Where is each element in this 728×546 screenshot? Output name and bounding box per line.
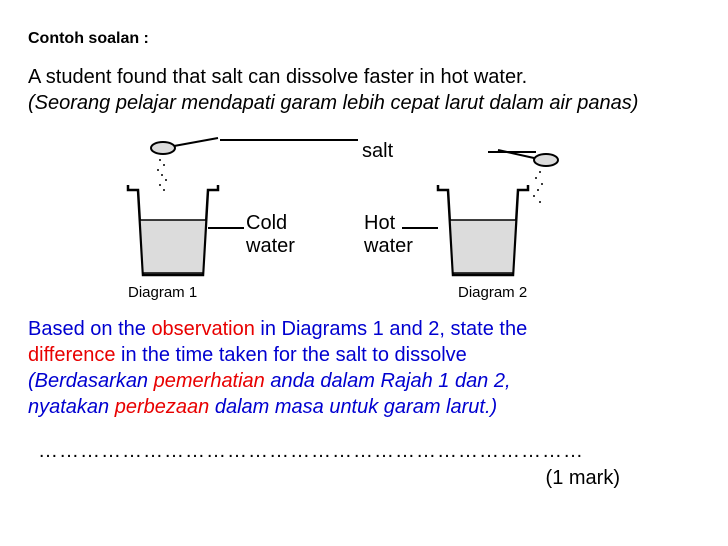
statement-malay: (Seorang pelajar mendapati garam lebih c… — [28, 90, 700, 116]
question-ms-part: dalam masa untuk garam larut.) — [209, 396, 497, 418]
question-en-highlight: observation — [151, 318, 254, 340]
diagrams-area: salt Diagram 1 Coldwater — [28, 122, 700, 312]
diagram-1 — [118, 130, 248, 290]
question-en-highlight: difference — [28, 344, 115, 366]
marks-label: (1 mark) — [28, 467, 700, 490]
question-ms-highlight: pemerhatian — [154, 370, 265, 392]
beaker-icon — [118, 130, 248, 285]
pointer-line-icon — [488, 150, 538, 154]
cold-water-label: Coldwater — [246, 212, 295, 258]
answer-blank-line: …………………………………………………………………… — [28, 440, 700, 463]
question-ms-highlight: perbezaan — [115, 396, 210, 418]
question-en-part: in Diagrams 1 and 2, state the — [255, 318, 527, 340]
question-ms-part: anda dalam Rajah 1 dan 2, — [265, 370, 511, 392]
pointer-line-icon — [220, 138, 360, 142]
statement-english: A student found that salt can dissolve f… — [28, 64, 700, 90]
diagram-2 — [428, 130, 578, 290]
salt-label: salt — [362, 140, 393, 163]
question-en-part: in the time taken for the salt to dissol… — [115, 344, 466, 366]
pointer-line-icon — [402, 226, 442, 230]
diagram-2-caption: Diagram 2 — [458, 284, 527, 301]
question-en-part: Based on the — [28, 318, 151, 340]
example-heading: Contoh soalan : — [28, 30, 700, 48]
hot-water-label: Hotwater — [364, 212, 413, 258]
pointer-line-icon — [208, 226, 248, 230]
question-ms-part: (Berdasarkan — [28, 370, 154, 392]
question-ms-part: nyatakan — [28, 396, 115, 418]
question-text: Based on the observation in Diagrams 1 a… — [28, 316, 700, 420]
diagram-1-caption: Diagram 1 — [128, 284, 197, 301]
